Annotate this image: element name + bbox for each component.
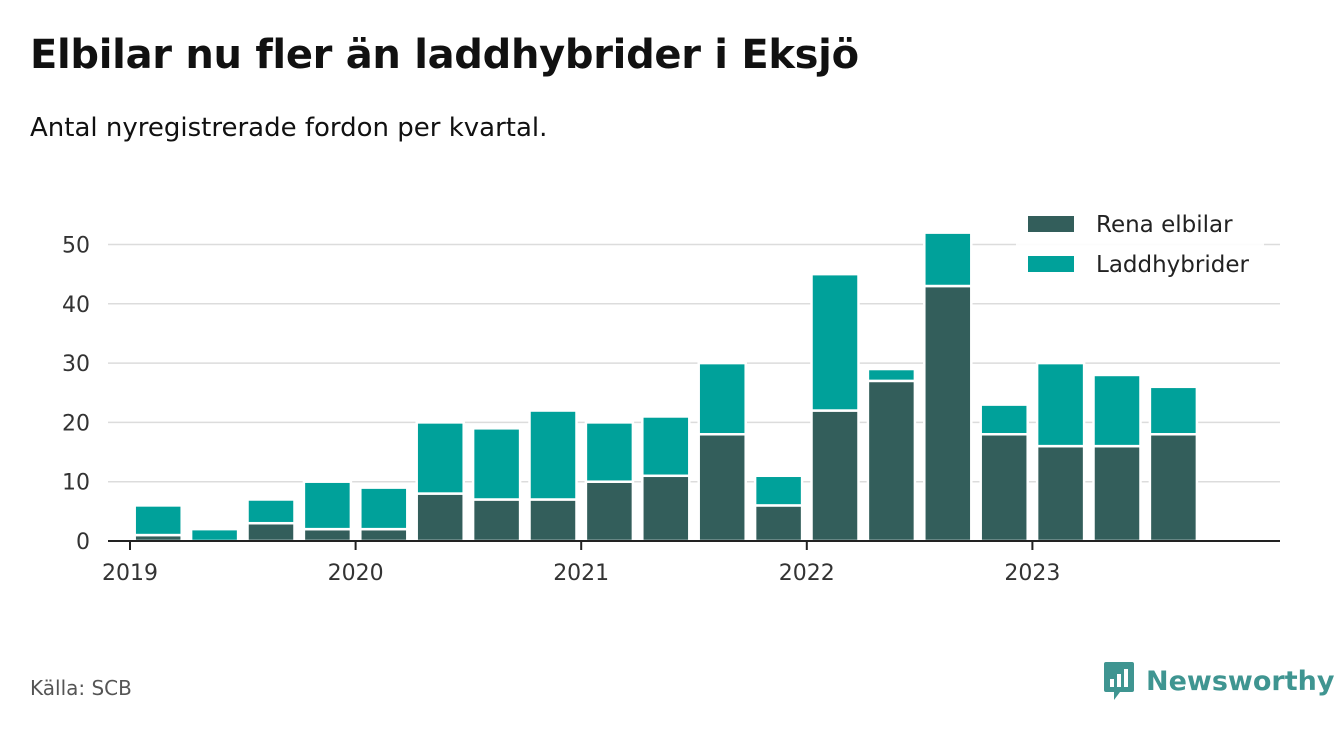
bar-elbilar-2021-Q3 xyxy=(697,433,747,543)
bar-laddhybrider-2022-Q2 xyxy=(866,367,917,383)
bar-laddhybrider-2019-Q2 xyxy=(189,527,240,543)
x-tick-label-2020: 2020 xyxy=(328,561,384,586)
chart-title: Elbilar nu fler än laddhybrider i Eksjö xyxy=(30,32,859,78)
y-tick-label-50: 50 xyxy=(62,234,90,259)
x-axis-ticks: 2019 2020 2021 2022 2023 xyxy=(102,541,1060,586)
bar-laddhybrider-2020-Q1 xyxy=(359,486,409,531)
bar-elbilar-2022-Q2 xyxy=(866,379,917,543)
y-tick-label-10: 10 xyxy=(62,471,90,496)
bar-laddhybrider-2023-Q3 xyxy=(1148,385,1199,436)
bar-laddhybrider-2022-Q1 xyxy=(810,272,860,412)
bar-laddhybrider-2019-Q1 xyxy=(133,504,183,537)
bar-laddhybrider-2020-Q4 xyxy=(528,409,578,501)
y-tick-label-0: 0 xyxy=(76,530,90,555)
brand-name: Newsworthy xyxy=(1146,665,1335,697)
bar-laddhybrider-2021-Q4 xyxy=(753,474,804,507)
bars xyxy=(133,231,1199,543)
x-tick-label-2022: 2022 xyxy=(779,561,835,586)
newsworthy-logo: Newsworthy xyxy=(1102,660,1334,702)
bar-laddhybrider-2023-Q2 xyxy=(1092,373,1142,448)
bar-laddhybrider-2019-Q4 xyxy=(302,480,353,531)
y-tick-label-40: 40 xyxy=(62,293,90,318)
y-tick-label-30: 30 xyxy=(62,352,90,377)
bar-laddhybrider-2021-Q3 xyxy=(697,361,747,436)
source-note: Källa: SCB xyxy=(30,676,132,700)
x-tick-label-2023: 2023 xyxy=(1004,561,1060,586)
bar-laddhybrider-2022-Q3 xyxy=(923,231,973,288)
bar-laddhybrider-2021-Q2 xyxy=(641,415,691,478)
x-tick-label-2019: 2019 xyxy=(102,561,158,586)
bar-elbilar-2019-Q3 xyxy=(246,521,296,543)
bar-elbilar-2020-Q1 xyxy=(359,527,409,543)
newsworthy-chart-icon xyxy=(1104,662,1134,700)
bar-elbilar-2022-Q4 xyxy=(979,433,1029,543)
bar-elbilar-2023-Q3 xyxy=(1148,433,1199,543)
bar-elbilar-2023-Q2 xyxy=(1092,444,1142,543)
bar-laddhybrider-2023-Q1 xyxy=(1035,361,1086,448)
bar-elbilar-2021-Q1 xyxy=(584,480,635,543)
y-tick-label-20: 20 xyxy=(62,411,90,436)
bar-elbilar-2021-Q4 xyxy=(753,504,804,543)
bar-elbilar-2020-Q4 xyxy=(528,498,578,543)
bar-elbilar-2022-Q1 xyxy=(810,409,860,543)
bar-laddhybrider-2020-Q3 xyxy=(471,427,522,501)
bar-elbilar-2019-Q4 xyxy=(302,527,353,543)
bar-laddhybrider-2019-Q3 xyxy=(246,498,296,525)
legend: Rena elbilar Laddhybrider xyxy=(1016,208,1264,286)
bar-laddhybrider-2020-Q2 xyxy=(415,421,465,495)
legend-swatch-elbilar xyxy=(1028,216,1074,232)
bar-elbilar-2023-Q1 xyxy=(1035,444,1086,543)
bar-elbilar-2022-Q3 xyxy=(923,284,973,543)
bar-elbilar-2020-Q3 xyxy=(471,498,522,543)
bar-laddhybrider-2021-Q1 xyxy=(584,421,635,483)
bar-laddhybrider-2022-Q4 xyxy=(979,403,1029,436)
legend-label-laddhybrider: Laddhybrider xyxy=(1096,252,1249,278)
chart-subtitle: Antal nyregistrerade fordon per kvartal. xyxy=(30,113,548,143)
legend-label-elbilar: Rena elbilar xyxy=(1096,212,1233,238)
x-tick-label-2021: 2021 xyxy=(553,561,609,586)
legend-swatch-laddhybrider xyxy=(1028,256,1074,272)
y-axis-ticks: 0 10 20 30 40 50 xyxy=(62,234,90,556)
bar-elbilar-2021-Q2 xyxy=(641,474,691,543)
bar-elbilar-2020-Q2 xyxy=(415,492,465,543)
